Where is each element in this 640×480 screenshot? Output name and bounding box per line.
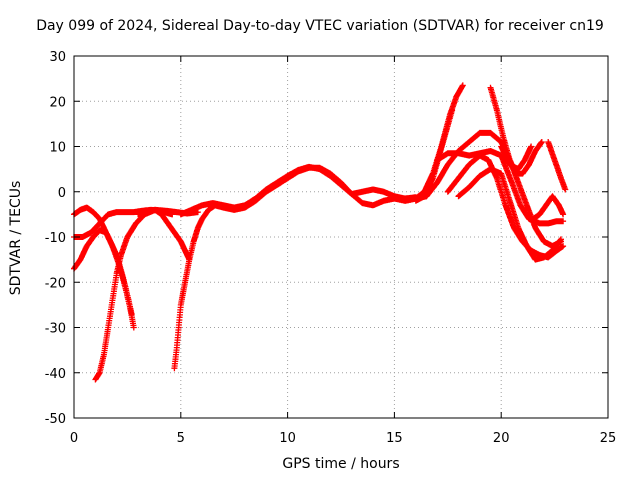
y-tick-label: -40 [45,367,66,382]
series-sat-o [498,143,535,173]
y-tick-label: 10 [49,141,66,156]
axis-ticks: 0 5 10 15 20 25 30 20 10 0 -10 -20 -30 -40 -50 [45,50,617,446]
y-tick-label: 30 [49,50,66,65]
series-sat-q [545,139,569,193]
x-tick-label: 10 [279,431,296,446]
y-tick-label: 0 [58,186,66,201]
y-tick-label: 20 [49,95,66,110]
y-axis-label: SDTVAR / TECUs [8,180,24,296]
chart-title: Day 099 of 2024, Sidereal Day-to-day VTE… [36,18,604,34]
y-tick-label: -20 [45,276,66,291]
series-sat-a [71,204,137,331]
series-markers [434,148,567,227]
x-tick-label: 15 [386,431,403,446]
y-tick-label: -50 [45,412,66,427]
x-axis-label: GPS time / hours [282,456,400,472]
series-sat-g [177,163,419,218]
series-sat-n [487,84,545,177]
y-tick-label: -10 [45,231,66,246]
series-markers [71,204,137,331]
series-markers [135,206,193,263]
series-markers [177,163,419,218]
series-markers [530,193,567,222]
x-tick-label: 0 [70,431,78,446]
x-tick-label: 20 [493,431,510,446]
series-markers [498,143,535,173]
y-tick-label: -30 [45,322,66,337]
series-sat-p [530,193,567,222]
x-tick-label: 5 [177,431,185,446]
data-series [71,82,569,383]
series-sat-m [455,166,564,263]
series-markers [455,166,564,263]
series-sat-e [135,206,193,263]
series-markers [487,84,545,177]
series-markers [545,139,569,193]
x-tick-label: 25 [600,431,617,446]
grid-lines [74,56,608,418]
series-sat-k [434,148,567,227]
